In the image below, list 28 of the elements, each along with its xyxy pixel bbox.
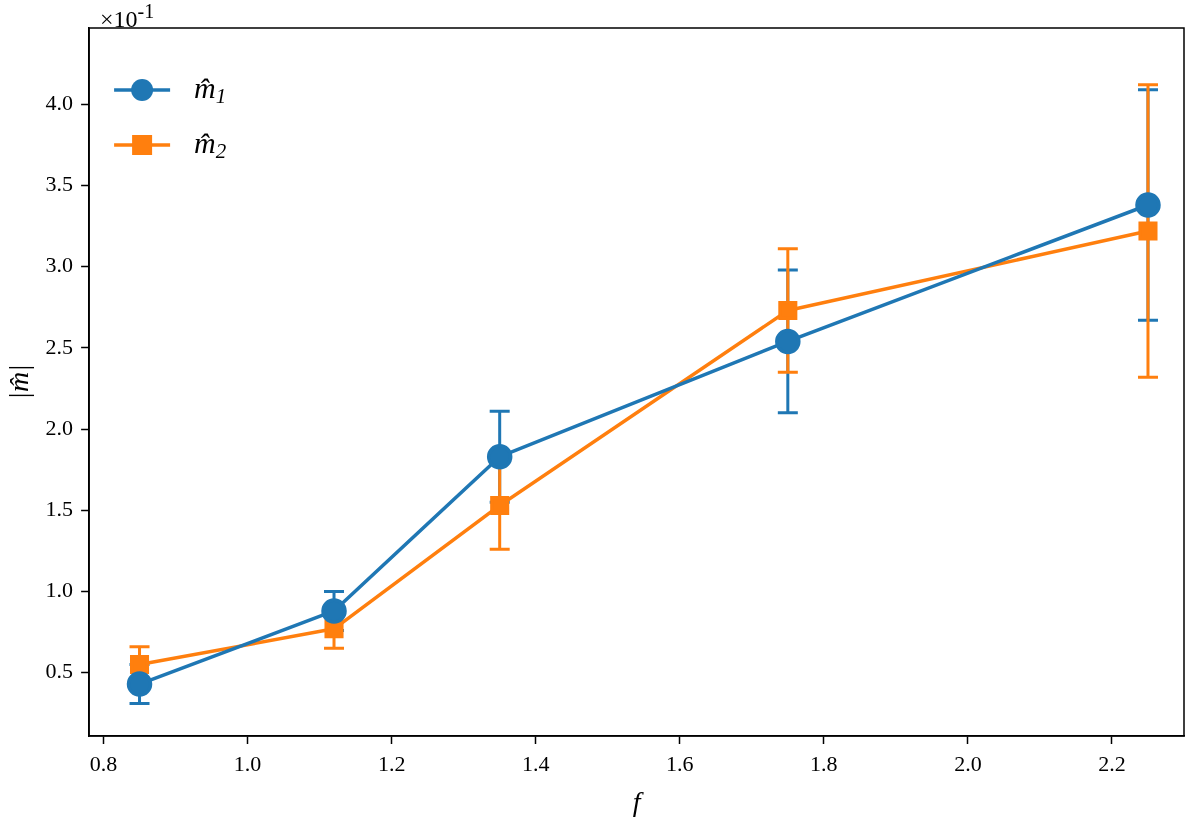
y-tick-label: 3.5	[45, 171, 74, 197]
point	[486, 443, 513, 470]
x-tick-label: 1.4	[521, 750, 550, 776]
y-tick-label: 4.0	[45, 90, 74, 116]
x-tick-label: 1.2	[377, 750, 406, 776]
x-tick-label: 2.0	[954, 750, 982, 776]
y-tick-label: 2.5	[45, 333, 74, 359]
x-tick-label: 1.0	[233, 750, 262, 776]
y-tick-label: 3.0	[45, 252, 74, 278]
x-tick-label: 0.8	[89, 750, 118, 776]
point	[1135, 192, 1161, 218]
x-tick-label: 1.6	[666, 750, 694, 776]
y-tick-label: 2.0	[45, 414, 74, 440]
point	[778, 301, 798, 321]
y-axis-title: |m̂|	[3, 364, 35, 400]
x-tick-label: 2.2	[1098, 750, 1126, 776]
x-tick-label: 1.8	[810, 750, 838, 776]
y-tick-label: 1.5	[45, 496, 74, 522]
point	[1138, 221, 1158, 241]
point	[321, 598, 347, 624]
x-axis-title: f	[632, 785, 644, 817]
y-tick-label: 0.5	[45, 658, 74, 684]
point	[490, 495, 510, 515]
point	[775, 328, 801, 355]
annotation: ×10$^{-1}$	[100, 0, 155, 33]
y-tick-label: 1.0	[45, 577, 74, 603]
point	[130, 655, 150, 675]
point	[126, 671, 153, 697]
